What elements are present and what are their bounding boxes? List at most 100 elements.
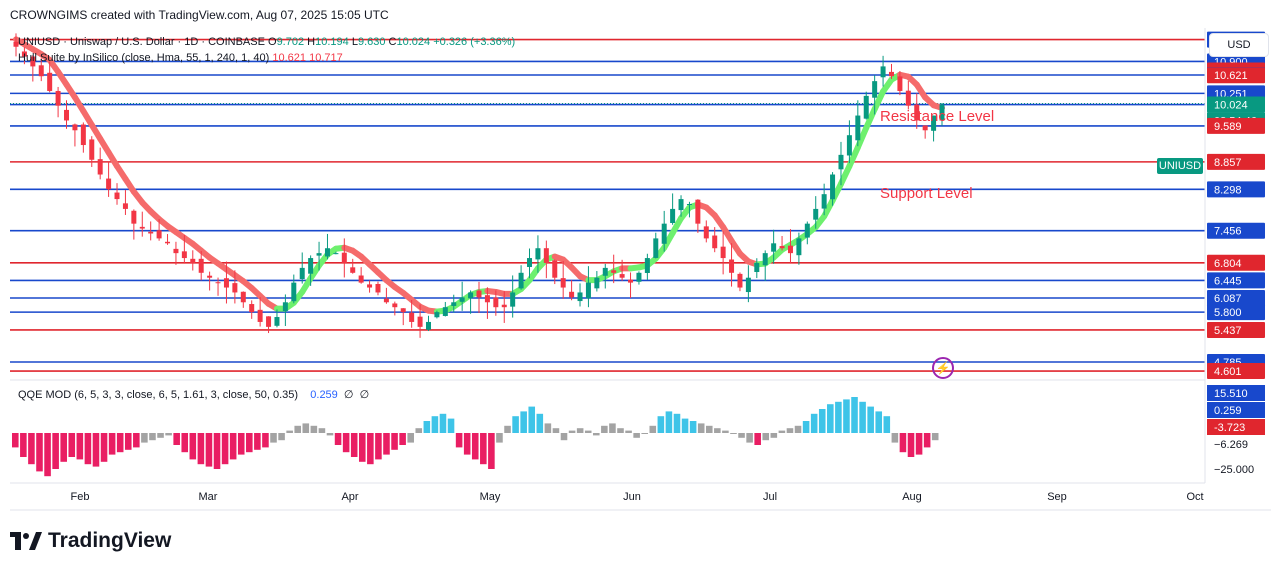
candle-body bbox=[686, 204, 692, 205]
qqe-bar bbox=[68, 433, 76, 457]
price-axis-label: 9.589 bbox=[1214, 121, 1242, 133]
lightning-icon[interactable]: ⚡ bbox=[932, 357, 954, 379]
candle-body bbox=[518, 272, 524, 289]
hull-segment bbox=[854, 124, 870, 151]
qqe-bar bbox=[714, 428, 721, 433]
qqe-bar bbox=[12, 433, 19, 448]
qqe-bar bbox=[875, 411, 883, 433]
qqe-bar bbox=[455, 433, 463, 448]
currency-button[interactable]: USD bbox=[1209, 33, 1269, 57]
qqe-bar bbox=[609, 423, 616, 433]
qqe-bar bbox=[576, 428, 584, 433]
qqe-bar bbox=[552, 428, 560, 433]
qqe-bar bbox=[237, 433, 245, 455]
candle-body bbox=[922, 125, 928, 131]
price-label-box bbox=[1207, 181, 1265, 198]
qqe-bar bbox=[528, 406, 536, 433]
qqe-bar bbox=[334, 433, 342, 445]
candle-body bbox=[13, 41, 19, 47]
candle-body bbox=[316, 253, 322, 256]
candle-body bbox=[510, 292, 516, 307]
price-label-box bbox=[1207, 254, 1265, 271]
qqe-bar bbox=[439, 413, 447, 433]
candle-body bbox=[38, 65, 44, 77]
qqe-bar bbox=[738, 433, 745, 438]
change-value: +0.326 (+3.36%) bbox=[433, 36, 516, 48]
candle-body bbox=[139, 226, 145, 229]
qqe-bar bbox=[342, 433, 350, 453]
tradingview-logo[interactable]: TradingView bbox=[10, 529, 171, 553]
candle-body bbox=[703, 226, 709, 239]
low-label: L bbox=[351, 36, 358, 48]
qqe-bar bbox=[149, 433, 156, 441]
qqe-bar bbox=[189, 433, 197, 460]
qqe-bar bbox=[649, 425, 657, 433]
candle-body bbox=[644, 258, 650, 273]
price-label-box bbox=[1207, 117, 1265, 134]
qqe-bar bbox=[746, 433, 753, 443]
candle-body bbox=[64, 109, 70, 121]
qqe-bar bbox=[350, 433, 358, 457]
qqe-bar bbox=[641, 433, 648, 434]
qqe-bar bbox=[544, 423, 552, 433]
price-axis-label: 4.601 bbox=[1214, 366, 1242, 378]
candle-body bbox=[299, 267, 305, 280]
horizontal-levels bbox=[10, 38, 1205, 372]
qqe-bar bbox=[810, 413, 818, 433]
qqe-bar bbox=[84, 433, 92, 465]
candle-body bbox=[417, 316, 423, 327]
candle-body bbox=[358, 275, 364, 283]
qqe-bar bbox=[447, 418, 455, 433]
qqe-bar bbox=[60, 433, 67, 462]
qqe-bar bbox=[681, 418, 689, 433]
price-label-box bbox=[1207, 96, 1265, 113]
candle-body bbox=[122, 203, 128, 209]
candle-body bbox=[611, 270, 617, 273]
candle-body bbox=[939, 104, 945, 121]
candle-body bbox=[796, 238, 802, 256]
candle-body bbox=[97, 159, 103, 175]
qqe-bar bbox=[318, 428, 326, 433]
qqe-label-box bbox=[1207, 402, 1265, 418]
candle-body bbox=[771, 243, 777, 252]
qqe-bar bbox=[246, 433, 253, 453]
qqe-bar bbox=[665, 411, 673, 433]
qqe-bar bbox=[802, 421, 810, 433]
price-axis-label: 10.024 bbox=[1214, 100, 1248, 112]
qqe-bar bbox=[593, 433, 600, 436]
qqe-axis-label: −6.269 bbox=[1214, 439, 1248, 451]
qqe-bar bbox=[512, 416, 519, 433]
high-value: 10.194 bbox=[315, 36, 349, 48]
qqe-bar bbox=[827, 404, 834, 433]
candle-body bbox=[425, 321, 431, 330]
symbol-legend: UNIUSD · Uniswap / U.S. Dollar · 1D · CO… bbox=[18, 36, 515, 48]
hull-suite-line bbox=[13, 36, 945, 315]
qqe-bar bbox=[722, 430, 729, 433]
candle-body bbox=[291, 282, 297, 302]
time-axis-label: Sep bbox=[1047, 491, 1067, 503]
candle-body bbox=[855, 115, 861, 141]
candle-body bbox=[341, 252, 347, 263]
price-axis-label: 6.445 bbox=[1214, 275, 1242, 287]
qqe-bar bbox=[141, 433, 148, 443]
qqe-bar bbox=[496, 433, 503, 443]
candle-body bbox=[47, 72, 53, 91]
qqe-bar bbox=[883, 416, 891, 433]
qqe-label: QQE MOD (6, 5, 3, 3, close, 6, 5, 1.61, … bbox=[18, 389, 299, 401]
qqe-axis-label: −25.000 bbox=[1214, 464, 1254, 476]
hull-legend: Hull Suite by InSilico (close, Hma, 55, … bbox=[18, 52, 343, 64]
qqe-bar bbox=[835, 401, 842, 433]
qqe-bar bbox=[891, 433, 899, 443]
candle-body bbox=[55, 90, 61, 106]
price-axis-label: 5.800 bbox=[1214, 307, 1242, 319]
qqe-bar bbox=[262, 433, 269, 448]
candle-body bbox=[383, 298, 389, 303]
candle-body bbox=[350, 267, 356, 273]
qqe-bar bbox=[124, 433, 132, 450]
price-axis-label: 8.857 bbox=[1214, 157, 1242, 169]
price-label-box bbox=[1207, 153, 1265, 170]
qqe-bar bbox=[157, 433, 164, 438]
qqe-bar bbox=[867, 406, 874, 433]
candle-body bbox=[804, 223, 810, 238]
